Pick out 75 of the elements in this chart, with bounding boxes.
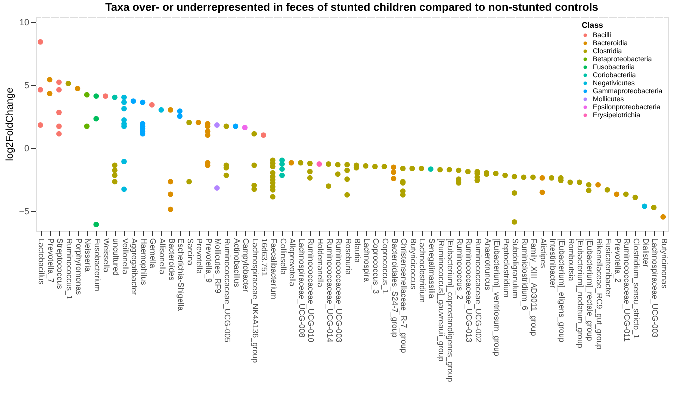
x-tick-label: Rikenellaceae_RC9_gut_group [594,238,604,350]
x-tick-label: Roseburia [344,238,353,276]
x-tick-label: Lachnospira [362,238,372,283]
x-tick-label: Faecalibacterium [270,238,278,300]
x-tick-label: Fusobacterium [92,238,102,292]
x-tick-label: Butyricicoccus [408,238,418,290]
x-tick-label: Ruminiclostridium_6 [520,238,530,312]
y-tick-label: −5 [19,206,30,216]
x-tick-label: Ruminococcaceae_UCG-014 [325,238,334,344]
x-tick-label: Bacteroidales_S24-7_group [390,238,400,338]
x-tick-label: 16d63.751 [260,238,270,277]
y-tick-label: 10 [19,18,30,28]
x-tick-label: Ruminococcaceae_UCG-011 [622,238,632,343]
x-tick-label: Romboutsia [566,238,576,282]
x-tick-label: Sarcina [186,238,195,266]
x-tick-label: Dialister [641,238,650,268]
x-tick-label: Intestinibacter [548,238,558,289]
x-tick-label: Clostridium_sensu_stricto_1 [632,238,641,340]
y-axis-title: log2FoldChange [5,87,16,162]
x-tick-label: Christensenellaceae_R-7_group [400,238,409,354]
x-tick-label: Fusicatenibacter [604,238,614,298]
x-tick-label: uncultured [112,238,120,276]
x-tick-label: Butyricimonas [660,238,669,289]
x-tick-label: Collinsella [278,238,288,276]
x-tick-label: Ruminococcus_2 [455,238,464,300]
x-tick-label: [Eubacterium]_ventriosum_group [492,238,502,357]
x-tick-label: Lactobacillus [37,238,46,285]
x-tick-label: Subdoligranulum [511,238,520,299]
x-tick-label: Blautia [353,238,362,264]
x-tick-label: Allisonella [158,238,167,276]
x-tick-label: Ruminococcaceae_UCG-005 [223,238,232,344]
x-tick-label: Coprococcus_1 [381,238,390,295]
x-tick-label: Alistipes [539,238,548,268]
x-tick-label: Mollicutes_RF9 [214,238,223,294]
x-tick-label: Alloprevotella [288,238,298,288]
x-tick-label: Bacteroides [167,238,176,281]
x-tick-label: Ruminococcaceae_UCG-010 [306,238,316,344]
x-tick-label: Prevotella [195,238,204,275]
y-tick-label: 0 [24,143,30,154]
x-tick-label: [Eubacterium]_coprostanoligenes_group [446,238,456,383]
x-tick-label: Family_XIII_AD3011_group [530,238,539,337]
y-tick-label: 5 [24,80,30,90]
x-tick-label: Peptoclostridium [502,238,511,298]
x-tick-label: Lachnospiraceae_UCG-008 [297,238,306,338]
x-tick-label: Ruminococcaceae_UCG-003 [334,238,344,344]
x-tick-label: Campylobacter [242,238,251,293]
legend-title: Class [582,21,604,30]
x-tick-label: Lachnoclostridium [418,238,428,304]
x-tick-label: Anaerotruncus [483,238,492,291]
x-tick-label: [Eubacterium]_rectale_group [586,238,594,342]
x-tick-label: Ruminococcus_1 [65,238,74,300]
x-tick-label: Prevotella_7 [46,238,56,284]
x-tick-label: [Eubacterium]_nodatum_group [576,238,586,349]
x-tick-label: Prevotella_2 [613,238,622,284]
x-tick-label: Actinobacillus [232,238,242,288]
x-tick-label: Gemella [148,238,158,269]
x-tick-label: Streptococcus [56,238,65,290]
x-tick-label: Escherichia-Shigella [176,238,186,312]
x-tick-label: Aggregatibacter [130,238,140,296]
chart-title: Taxa over- or underrepresented in feces of stunted children compared to non-stunted controls [105,2,599,14]
x-tick-label: Lachnospiraceae_UCG-003 [650,238,660,338]
x-tick-label: Ruminococcaceae_UCG-002 [474,238,483,344]
x-tick-label: [Eubacterium]_eligens_group [558,238,567,344]
x-tick-label: Holdemanella [316,238,325,288]
x-tick-label: Senegalimassilia [428,238,436,300]
x-tick-label: Lachnospiraceae_NK4A136_group [250,238,260,364]
x-tick-label: Prevotella_9 [204,238,214,284]
x-tick-label: Ruminococcaceae_UCG-013 [464,238,474,344]
x-tick-label: Haemophilus [139,238,148,286]
x-tick-label: Veillonella [120,238,130,276]
x-tick-label: [Ruminococcus]_gauvreauii_group [436,238,446,362]
x-tick-label: Weissella [102,238,112,274]
x-tick-label: Neisseria [84,238,93,272]
x-tick-label: Coprococcus_3 [372,238,381,295]
x-tick-label: Porphyromonas [74,238,84,295]
